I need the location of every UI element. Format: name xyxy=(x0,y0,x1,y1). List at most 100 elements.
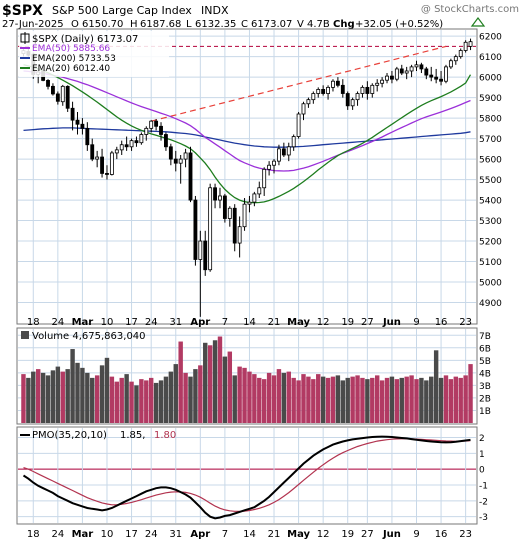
x-tick-label-bottom: 23 xyxy=(459,529,472,540)
volume-bar xyxy=(404,376,409,423)
volume-bar xyxy=(163,376,169,423)
volume-label: V xyxy=(297,19,304,30)
volume-tick-label: 5B xyxy=(479,357,491,367)
candle-down xyxy=(213,187,217,201)
close-label: C xyxy=(241,19,248,30)
candle-down xyxy=(222,195,227,219)
security-name: S&P 500 Large Cap Index xyxy=(52,4,192,17)
volume-bar xyxy=(399,377,404,423)
price-tick-label: 6100 xyxy=(479,53,502,63)
volume-bar xyxy=(291,377,296,423)
price-tick-label: 5600 xyxy=(479,156,502,166)
volume-bar xyxy=(109,376,115,423)
x-tick-label: 9 xyxy=(413,317,419,328)
x-tick-label: Apr xyxy=(190,317,210,328)
volume-bar xyxy=(45,375,51,423)
candle-down xyxy=(399,68,404,74)
volume-bar xyxy=(458,377,463,423)
volume-bar xyxy=(94,375,100,423)
candle-down xyxy=(159,125,163,135)
volume-bar xyxy=(370,377,375,423)
high-label: H xyxy=(130,19,138,30)
x-tick-label: 7 xyxy=(222,317,228,328)
volume-bar xyxy=(26,377,31,423)
volume-axis: 7B 6B 5B 4B 3B 2B 1B xyxy=(479,332,491,417)
volume-bar xyxy=(148,377,154,423)
x-tick-label: 16 xyxy=(435,317,448,328)
price-tick-label: 5100 xyxy=(479,258,502,268)
candle-up xyxy=(326,86,330,94)
pmo-signal-line xyxy=(23,438,471,513)
volume-bar xyxy=(222,356,228,423)
open-label: O xyxy=(71,19,79,30)
candle-up xyxy=(272,160,276,166)
volume-bar xyxy=(65,369,70,423)
candle-down xyxy=(193,199,198,260)
volume-bar xyxy=(433,350,439,423)
volume-bar xyxy=(40,372,46,423)
candle-up xyxy=(350,99,355,107)
candle-up xyxy=(95,156,100,160)
pmo-signal-legend-value: 1.80 xyxy=(154,430,176,441)
volume-bar xyxy=(365,379,370,423)
x-tick-label: 17 xyxy=(125,317,138,328)
volume-bar xyxy=(31,371,36,423)
x-tick-label-bottom: 18 xyxy=(27,529,40,540)
candle-down xyxy=(105,173,109,175)
volume-bar xyxy=(306,376,311,423)
candle-down xyxy=(434,76,439,80)
candle-up xyxy=(247,201,252,205)
candle-down xyxy=(335,80,340,86)
candle-down xyxy=(188,152,193,201)
candle-up xyxy=(218,195,222,201)
x-tick-label: 24 xyxy=(51,317,64,328)
price-tick-label: 5200 xyxy=(479,238,502,248)
candle-up xyxy=(453,56,458,62)
candle-down xyxy=(365,86,370,94)
volume-tick-label: 3B xyxy=(479,382,491,392)
volume-bar xyxy=(55,366,61,423)
x-tick-label: 31 xyxy=(169,317,182,328)
volume-bar xyxy=(144,380,149,423)
volume-bar xyxy=(281,372,287,423)
candle-up xyxy=(385,75,389,81)
candle-down xyxy=(419,64,424,70)
candle-down xyxy=(439,78,443,82)
volume-bar xyxy=(207,345,213,423)
triangle-up-icon xyxy=(470,17,486,27)
candle-down xyxy=(281,148,286,156)
candle-down xyxy=(390,75,394,80)
volume-tick-label: 1B xyxy=(479,407,491,417)
candle-up xyxy=(252,193,257,203)
volume-bar xyxy=(384,377,390,423)
volume-bar xyxy=(311,379,316,423)
volume-bar xyxy=(134,385,139,423)
volume-bar xyxy=(355,375,360,423)
candle-up xyxy=(375,82,380,86)
volume-bar xyxy=(301,374,306,423)
candle-up xyxy=(380,79,385,84)
candle-up xyxy=(463,41,468,51)
x-tick-label-bottom: 14 xyxy=(243,529,256,540)
volume-bar xyxy=(257,377,262,423)
volume-bar xyxy=(424,380,429,423)
x-tick-label-bottom: 10 xyxy=(101,529,114,540)
price-legend: $SPX (Daily) 6173.07 xyxy=(32,34,138,45)
candle-down xyxy=(134,140,139,144)
volume-bar xyxy=(139,379,144,423)
volume-bar xyxy=(237,366,242,423)
volume-bar xyxy=(124,374,129,423)
volume-bar xyxy=(158,380,164,423)
pmo-tick-label: -3 xyxy=(479,513,488,523)
volume-bar xyxy=(129,381,134,423)
open-value: 6150.70 xyxy=(82,19,123,30)
volume-bar xyxy=(153,382,159,423)
x-tick-label-bottom: 21 xyxy=(268,529,281,540)
volume-bar xyxy=(429,376,434,423)
volume-bar xyxy=(252,374,257,423)
price-tick-label: 5400 xyxy=(479,197,502,207)
change-value: +32.05 (+0.52%) xyxy=(355,19,443,30)
volume-legend-icon xyxy=(21,331,29,339)
candles xyxy=(21,38,473,317)
x-tick-label: Mar xyxy=(72,317,94,328)
